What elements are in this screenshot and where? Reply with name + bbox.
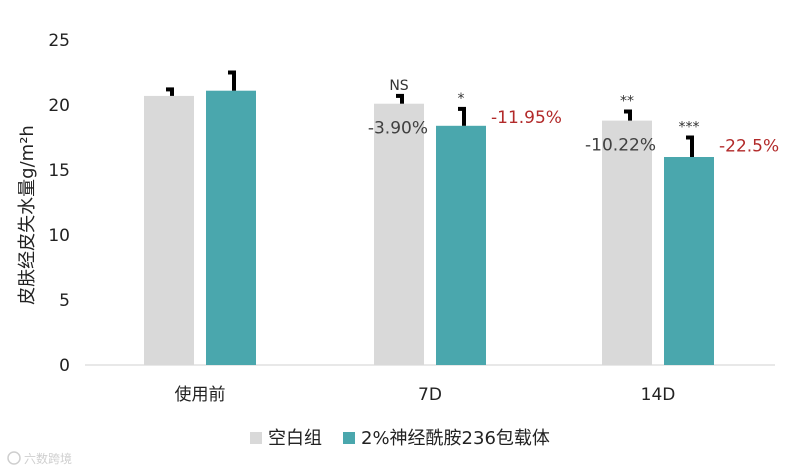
legend: 空白组 2%神经酰胺236包载体 [250, 428, 550, 449]
bar-control-0 [144, 95, 194, 366]
percent-change-label: -11.95% [491, 108, 562, 128]
watermark-text: 六数跨境 [24, 451, 72, 466]
y-tick-label: 0 [59, 356, 70, 376]
y-tick-label: 25 [48, 31, 70, 51]
legend-label: 空白组 [268, 428, 322, 449]
bar-ceramide-0 [206, 90, 256, 365]
bar-ceramide-1 [436, 125, 486, 365]
x-tick-label: 使用前 [175, 384, 226, 405]
watermark-logo-icon [7, 451, 21, 465]
legend-swatch [250, 432, 262, 444]
legend-label: 2%神经酰胺236包载体 [361, 428, 550, 449]
bar-ceramide-2 [664, 157, 714, 365]
percent-change-label: -3.90% [368, 119, 428, 139]
watermark: 六数跨境 [7, 451, 72, 466]
x-axis: 使用前 7D 14D [175, 384, 676, 405]
percent-change-label: -22.5% [719, 137, 779, 157]
y-tick-label: 15 [48, 161, 70, 181]
bar-control-2 [602, 120, 652, 365]
legend-swatch [343, 432, 355, 444]
x-tick-label: 7D [418, 385, 442, 405]
y-tick-label: 5 [59, 291, 70, 311]
y-axis-label: 皮肤经皮失水量g/m²h [17, 125, 38, 305]
bars: NS -3.90% * -11.95% ** -10.22% *** -22.5% [144, 70, 779, 366]
y-axis: 0 5 10 15 20 25 [48, 31, 70, 376]
significance-label: * [458, 91, 465, 107]
y-tick-label: 10 [48, 226, 70, 246]
significance-label: ** [620, 94, 634, 110]
significance-label: *** [679, 120, 700, 136]
x-tick-label: 14D [641, 385, 676, 405]
significance-label: NS [389, 78, 408, 94]
percent-change-label: -10.22% [585, 136, 656, 156]
y-tick-label: 20 [48, 96, 70, 116]
bar-control-1 [374, 103, 424, 365]
